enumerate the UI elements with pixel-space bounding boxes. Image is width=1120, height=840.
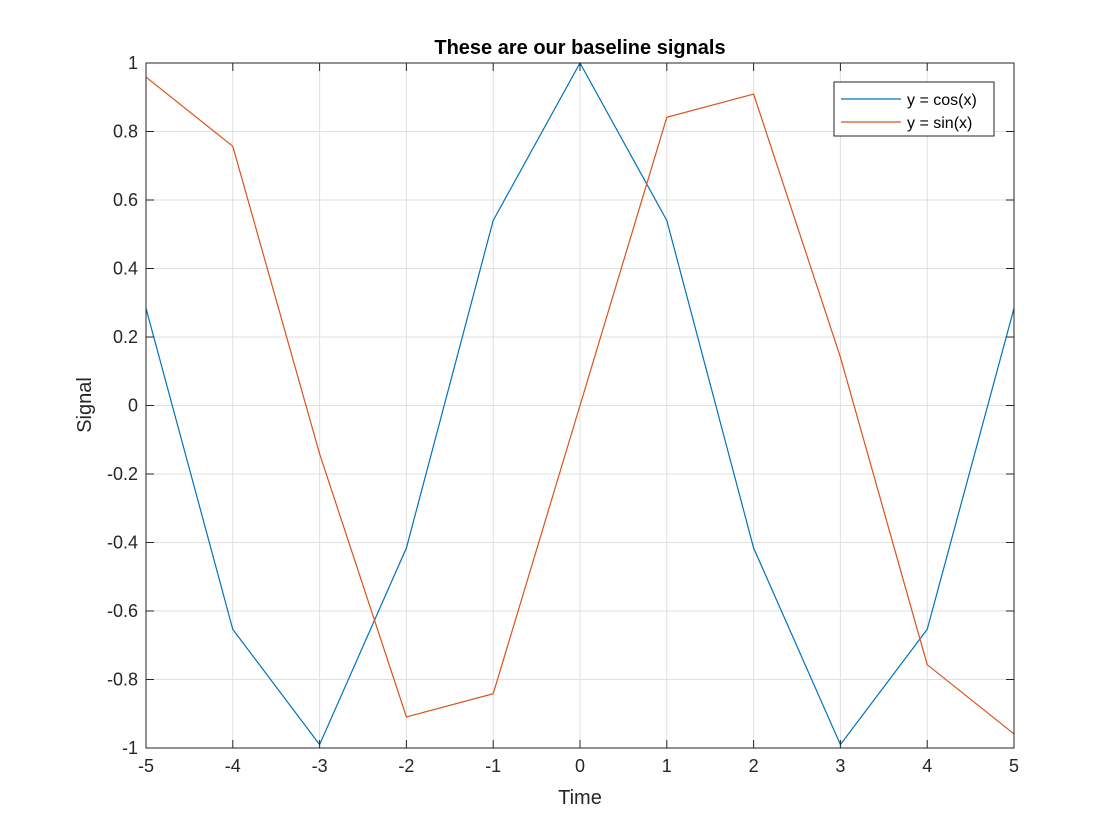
legend-label-sin: y = sin(x): [907, 115, 972, 132]
y-tick-label: 0.2: [113, 327, 138, 347]
legend-label-cos: y = cos(x): [907, 92, 977, 109]
y-tick-label: -1: [122, 738, 138, 758]
y-tick-label: -0.8: [107, 670, 138, 690]
legend: y = cos(x) y = sin(x): [833, 81, 995, 137]
x-tick-label: -1: [485, 756, 501, 776]
x-tick-label: -2: [398, 756, 414, 776]
y-tick-label: 1: [128, 53, 138, 73]
x-tick-label: 1: [662, 756, 672, 776]
x-tick-label: -5: [138, 756, 154, 776]
y-tick-label: 0.4: [113, 259, 138, 279]
y-tick-label: 0.8: [113, 122, 138, 142]
y-tick-label: -0.2: [107, 464, 138, 484]
x-tick-label: -3: [312, 756, 328, 776]
y-tick-label: 0.6: [113, 190, 138, 210]
legend-box: [833, 81, 995, 137]
y-tick-label: 0: [128, 396, 138, 416]
chart-title: These are our baseline signals: [434, 37, 725, 59]
x-axis-label: Time: [558, 787, 602, 809]
series-line-sin: [145, 76, 1015, 735]
x-tick-label: 5: [1009, 756, 1019, 776]
x-tick-label: -4: [225, 756, 241, 776]
y-axis-label: Signal: [74, 377, 96, 433]
x-tick-label: 4: [922, 756, 932, 776]
x-tick-label: 0: [575, 756, 585, 776]
y-tick-label: -0.4: [107, 533, 138, 553]
y-tick-label: -0.6: [107, 601, 138, 621]
x-tick-label: 3: [835, 756, 845, 776]
x-tick-label: 2: [749, 756, 759, 776]
ticks: -5 -4 -3 -2 -1 0 1 2 3 4 5 -1 -0.8 -0.6 -0.4 -0.2 0 0.2 0.…: [107, 53, 1019, 776]
